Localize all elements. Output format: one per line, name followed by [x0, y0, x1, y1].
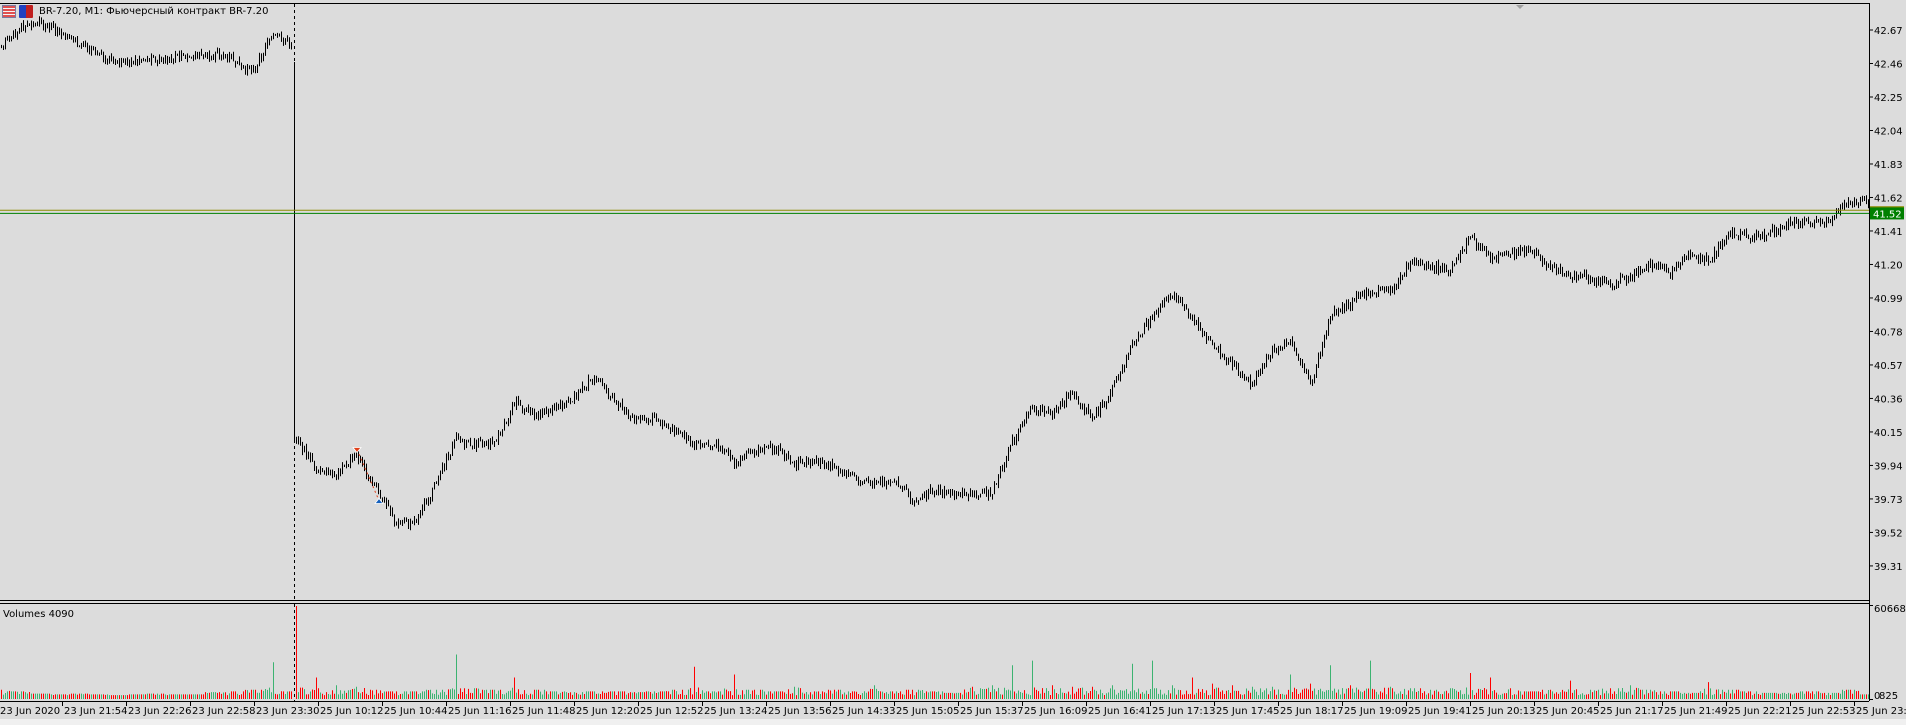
price-tick-label: 41.62 — [1874, 193, 1903, 204]
time-tick-label: 25 Jun 10:44 — [384, 706, 448, 717]
current-price-label-box — [1870, 207, 1904, 220]
time-tick-label: 23 Jun 22:26 — [128, 706, 192, 717]
time-tick-label: 25 Jun 22:53 — [1792, 706, 1856, 717]
price-tick-label: 40.99 — [1874, 294, 1903, 305]
chart-title: BR-7.20, M1: Фьючерсный контракт BR-7.20 — [39, 6, 269, 17]
status-strip — [0, 719, 1906, 725]
time-tick-label: 25 Jun 11:48 — [512, 706, 576, 717]
price-axis[interactable]: 42.67 42.46 42.25 42.04 41.83 41.62 41.41 41.20… — [1869, 26, 1904, 573]
price-tick-label: 41.83 — [1874, 160, 1903, 171]
price-tick-label: 41.41 — [1874, 227, 1903, 238]
trade-connector-line — [356, 449, 380, 501]
time-tick-label: 23 Jun 2020 — [0, 706, 60, 717]
time-tick-label: 25 Jun 20:45 — [1536, 706, 1600, 717]
buy-arrow-icon[interactable] — [374, 497, 384, 504]
time-tick-label: 25 Jun 13:56 — [768, 706, 832, 717]
price-tick-label: 39.31 — [1874, 562, 1903, 573]
price-tick-label: 42.46 — [1874, 59, 1903, 70]
sell-arrow-icon[interactable] — [352, 447, 362, 454]
current-price-label: 41.52 — [1873, 209, 1902, 220]
time-tick-label: 23 Jun 22:58 — [192, 706, 256, 717]
volume-zero-label: 0 — [1874, 691, 1880, 702]
time-tick-label: 25 Jun 14:33 — [832, 706, 896, 717]
price-tick-label: 42.04 — [1874, 126, 1903, 137]
time-tick-label: 25 Jun 16:41 — [1088, 706, 1152, 717]
time-tick-label: 25 Jun 15:05 — [896, 706, 960, 717]
time-tick-label: 25 Jun 23:25 — [1856, 706, 1906, 717]
time-tick-label: 23 Jun 21:54 — [64, 706, 128, 717]
price-tick-label: 42.67 — [1874, 26, 1903, 37]
time-tick-label: 25 Jun 17:13 — [1152, 706, 1216, 717]
time-tick-label: 25 Jun 12:20 — [576, 706, 640, 717]
time-tick-label: 25 Jun 17:45 — [1216, 706, 1280, 717]
price-tick-label: 42.25 — [1874, 93, 1903, 104]
save-template-icon[interactable] — [19, 5, 33, 18]
time-tick-label: 23 Jun 23:30 — [256, 706, 320, 717]
chart-window-icon[interactable] — [2, 5, 16, 18]
price-tick-label: 40.57 — [1874, 361, 1903, 372]
time-tick-label: 25 Jun 21:17 — [1600, 706, 1664, 717]
price-tick-label: 39.73 — [1874, 495, 1903, 506]
time-tick-label: 25 Jun 21:49 — [1664, 706, 1728, 717]
volume-pane[interactable] — [1, 604, 1869, 701]
price-tick-label: 41.20 — [1874, 260, 1903, 271]
time-tick-label: 25 Jun 16:09 — [1024, 706, 1088, 717]
time-tick-label: 25 Jun 12:52 — [640, 706, 704, 717]
time-axis[interactable]: 23 Jun 2020 23 Jun 21:54 23 Jun 22:26 23 Ju… — [0, 701, 1906, 717]
time-tick-label: 25 Jun 20:13 — [1472, 706, 1536, 717]
time-tick-label: 25 Jun 13:24 — [704, 706, 768, 717]
volume-max-label: 60668 — [1874, 604, 1906, 615]
time-tick-label: 25 Jun 15:37 — [960, 706, 1024, 717]
volume-min-label: 825 — [1879, 691, 1898, 702]
price-tick-label: 40.15 — [1874, 428, 1903, 439]
price-tick-label: 39.52 — [1874, 528, 1903, 539]
time-tick-label: 25 Jun 10:12 — [320, 706, 384, 717]
time-tick-label: 25 Jun 11:16 — [448, 706, 512, 717]
chart-header: BR-7.20, M1: Фьючерсный контракт BR-7.20 — [2, 5, 268, 18]
time-tick-label: 25 Jun 22:21 — [1728, 706, 1792, 717]
volume-indicator-label: Volumes 4090 — [3, 609, 74, 620]
price-tick-label: 40.36 — [1874, 394, 1903, 405]
price-tick-label: 40.78 — [1874, 327, 1903, 338]
main-price-pane[interactable] — [0, 4, 1869, 600]
time-tick-label: 25 Jun 19:41 — [1408, 706, 1472, 717]
chart-shift-marker-icon[interactable] — [1516, 5, 1524, 9]
price-tick-label: 39.94 — [1874, 461, 1903, 472]
time-tick-label: 25 Jun 19:09 — [1344, 706, 1408, 717]
time-tick-label: 25 Jun 18:17 — [1280, 706, 1344, 717]
